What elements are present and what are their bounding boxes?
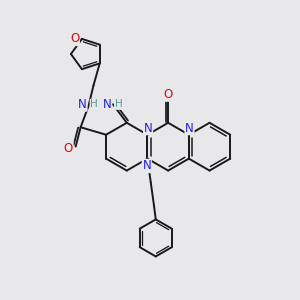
Text: H: H [115, 99, 122, 109]
Text: N: N [185, 122, 194, 135]
Text: N: N [144, 122, 152, 135]
Text: O: O [164, 88, 173, 101]
Text: H: H [90, 99, 98, 110]
Text: N: N [103, 98, 112, 111]
Text: N: N [142, 159, 151, 172]
Text: O: O [64, 142, 73, 155]
Text: N: N [78, 98, 87, 111]
Text: O: O [70, 32, 79, 45]
